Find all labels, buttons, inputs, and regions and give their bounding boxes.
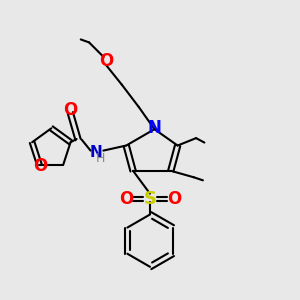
Text: S: S — [143, 190, 157, 208]
Text: O: O — [63, 101, 77, 119]
Text: N: N — [89, 146, 102, 160]
Text: O: O — [119, 190, 133, 208]
Text: N: N — [148, 119, 161, 137]
Text: O: O — [34, 157, 48, 175]
Text: O: O — [167, 190, 181, 208]
Text: O: O — [99, 52, 113, 70]
Text: H: H — [96, 152, 105, 165]
